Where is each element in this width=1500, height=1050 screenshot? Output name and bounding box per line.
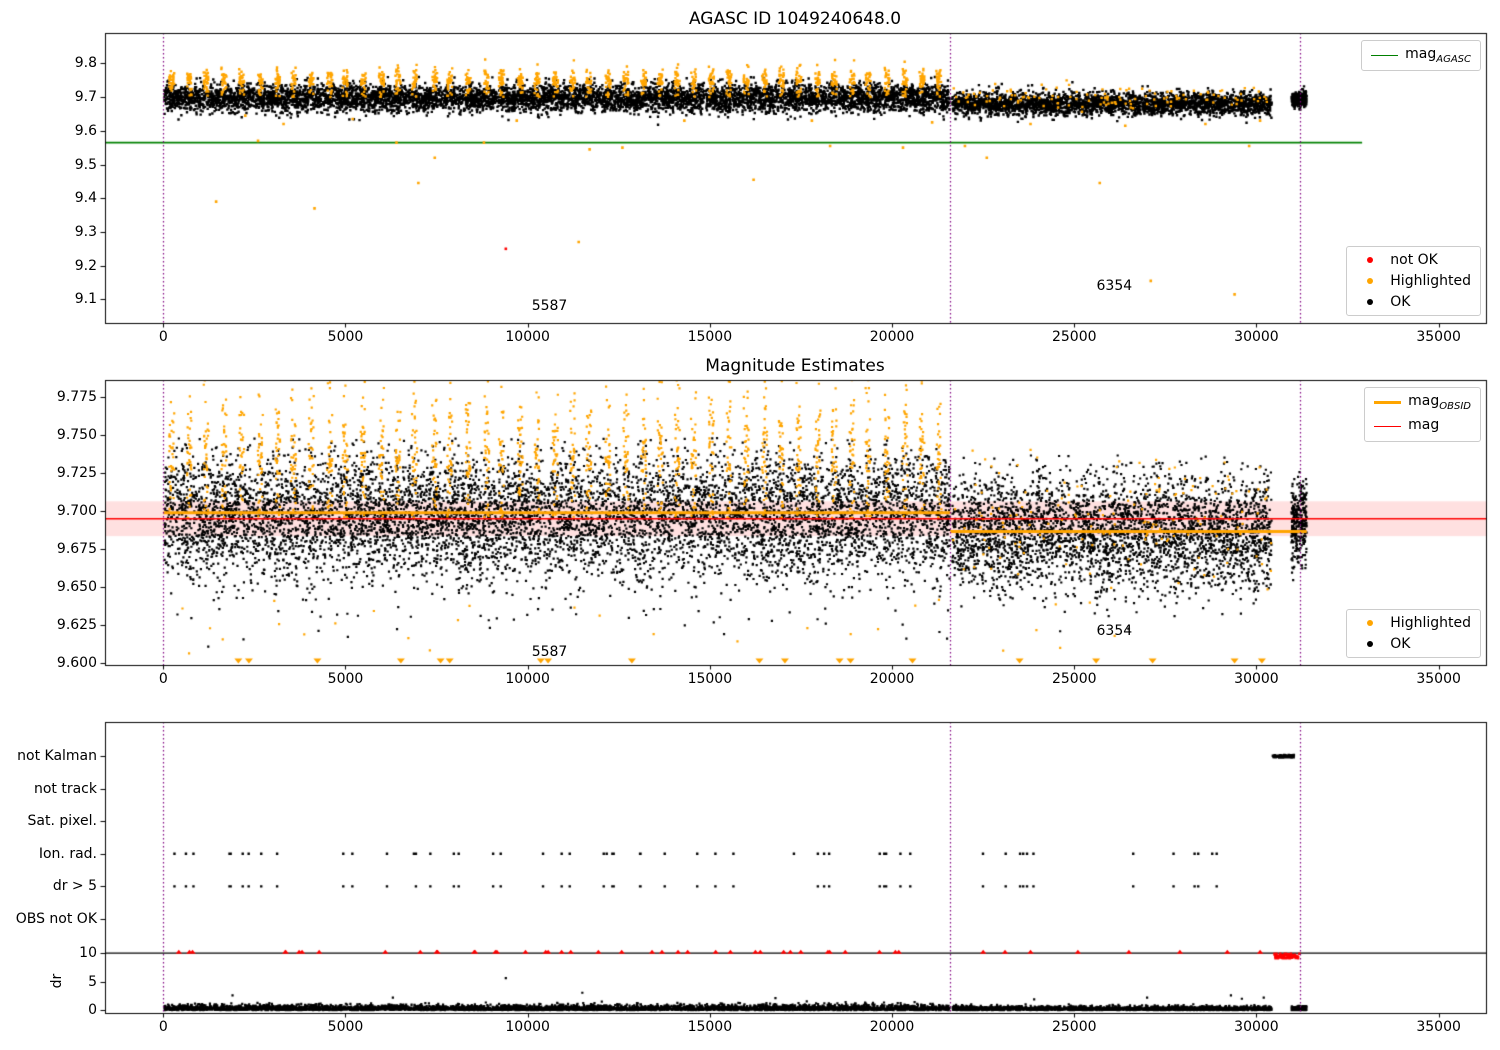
- category-label: dr > 5: [52, 878, 97, 895]
- x-tick-label: 25000: [1051, 671, 1097, 687]
- red-dot-swatch: [1356, 257, 1383, 263]
- y-tick-label: 9.725: [56, 465, 97, 482]
- y-tick-label: 0: [88, 1002, 97, 1019]
- legend-top-markers: not OK Highlighted OK: [1346, 246, 1481, 316]
- legend-label-mag: mag: [1408, 416, 1440, 433]
- x-tick-label: 25000: [1051, 329, 1097, 345]
- y-tick-label: 9.675: [56, 541, 97, 558]
- green-line-swatch: [1371, 54, 1399, 56]
- black-dot-swatch: [1356, 299, 1383, 305]
- orange-dot-swatch: [1356, 620, 1383, 626]
- x-tick-label: 15000: [687, 671, 733, 687]
- y-tick-label: 9.750: [56, 427, 97, 444]
- x-tick-label: 10000: [505, 1019, 550, 1035]
- legend-item-highlighted: Highlighted: [1356, 273, 1471, 289]
- legend-mid-lines: magOBSID mag: [1364, 387, 1481, 442]
- category-label: not track: [33, 780, 97, 797]
- legend-item-ok: OK: [1356, 294, 1471, 310]
- y-tick-label: 9.7: [74, 89, 97, 106]
- legend-label-highlighted-mid: Highlighted: [1390, 615, 1471, 631]
- x-tick-label: 20000: [869, 671, 915, 687]
- obsid-annotation: 5587: [531, 298, 568, 315]
- y-tick-label: 9.8: [74, 55, 97, 72]
- category-label: OBS not OK: [15, 910, 97, 927]
- legend-label-highlighted: Highlighted: [1390, 273, 1471, 289]
- x-tick-label: 5000: [327, 671, 364, 687]
- x-tick-label: 25000: [1051, 1019, 1097, 1035]
- y-tick-label: 9.625: [56, 616, 97, 633]
- y-tick-label: 9.600: [56, 654, 97, 671]
- top-plot-title: AGASC ID 1049240648.0: [688, 9, 902, 29]
- legend-item-mag: mag: [1374, 417, 1471, 436]
- obsid-annotation: 6354: [1096, 622, 1133, 639]
- legend-mid-markers: Highlighted OK: [1346, 609, 1481, 658]
- red-line-swatch: [1374, 425, 1402, 427]
- obsid-annotation: 5587: [531, 644, 568, 661]
- y-tick-label: 9.775: [56, 389, 97, 406]
- x-tick-label: 5000: [327, 329, 364, 345]
- x-tick-label: 30000: [1234, 671, 1279, 687]
- x-tick-label: 35000: [1416, 329, 1461, 345]
- y-tick-label: 10: [79, 945, 97, 962]
- y-tick-label: 9.1: [74, 291, 97, 308]
- y-tick-label: 9.2: [74, 257, 97, 274]
- legend-label-not-ok: not OK: [1390, 252, 1438, 268]
- y-tick-label: 9.3: [74, 223, 97, 240]
- legend-item-mag-obsid: magOBSID: [1374, 393, 1471, 412]
- obsid-annotation: 6354: [1096, 277, 1133, 294]
- y-tick-label: 9.650: [56, 578, 97, 595]
- legend-label-ok-mid: OK: [1390, 636, 1411, 652]
- x-tick-label: 5000: [327, 1019, 364, 1035]
- orange-line-swatch: [1374, 400, 1402, 404]
- x-tick-label: 20000: [869, 1019, 915, 1035]
- x-tick-label: 20000: [869, 329, 915, 345]
- x-tick-label: 15000: [687, 329, 733, 345]
- x-tick-label: 15000: [687, 1019, 733, 1035]
- y-tick-label: 9.700: [56, 503, 97, 520]
- legend-item-ok-mid: OK: [1356, 636, 1471, 652]
- legend-label-ok: OK: [1390, 294, 1411, 310]
- y-tick-label: 9.5: [74, 156, 97, 173]
- category-label: Sat. pixel.: [27, 813, 97, 830]
- x-tick-label: 0: [158, 671, 168, 687]
- x-tick-label: 35000: [1416, 1019, 1461, 1035]
- y-tick-label: 9.4: [74, 190, 97, 207]
- black-dot-swatch: [1356, 641, 1383, 647]
- x-tick-label: 0: [158, 1019, 168, 1035]
- legend-label-mag-obsid: magOBSID: [1408, 393, 1471, 412]
- category-label: Ion. rad.: [38, 845, 97, 862]
- legend-item-not-ok: not OK: [1356, 252, 1471, 268]
- x-tick-label: 30000: [1234, 329, 1279, 345]
- y-tick-label: 9.6: [74, 122, 97, 139]
- x-tick-label: 10000: [505, 671, 550, 687]
- category-label: not Kalman: [17, 748, 97, 765]
- legend-mag-agasc: magAGASC: [1361, 40, 1481, 71]
- legend-label-mag-agasc: magAGASC: [1405, 46, 1471, 65]
- middle-plot-title: Magnitude Estimates: [705, 356, 885, 376]
- y-tick-label: 5: [88, 973, 97, 990]
- orange-dot-swatch: [1356, 278, 1383, 284]
- x-tick-label: 0: [158, 329, 168, 345]
- legend-item-mag-agasc: magAGASC: [1371, 46, 1471, 65]
- x-tick-label: 35000: [1416, 671, 1461, 687]
- legend-item-highlighted-mid: Highlighted: [1356, 615, 1471, 631]
- x-tick-label: 30000: [1234, 1019, 1279, 1035]
- x-tick-label: 10000: [505, 329, 550, 345]
